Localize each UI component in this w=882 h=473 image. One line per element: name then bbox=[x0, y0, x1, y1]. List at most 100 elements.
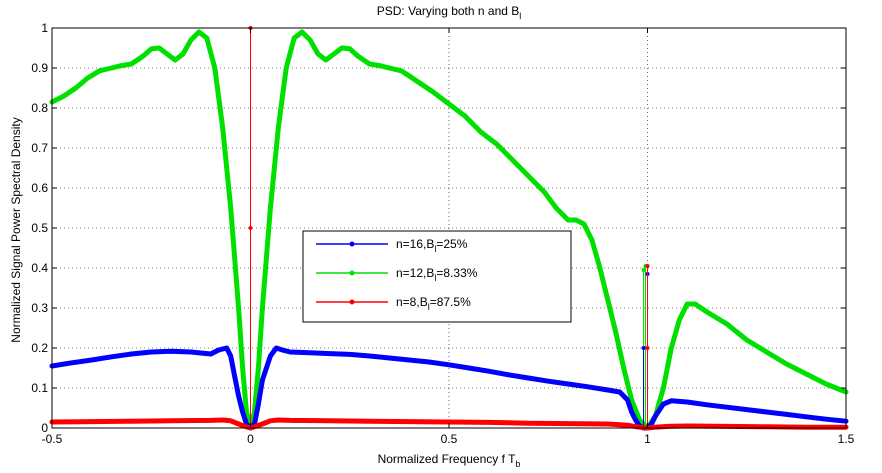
data-point bbox=[149, 47, 154, 51]
data-point bbox=[407, 419, 412, 424]
data-point bbox=[705, 403, 709, 407]
x-tick-label: 0 bbox=[247, 432, 254, 446]
data-point bbox=[276, 126, 281, 130]
data-point bbox=[181, 52, 185, 56]
legend-swatch-marker bbox=[349, 241, 355, 247]
data-point bbox=[745, 338, 749, 342]
data-point bbox=[268, 354, 273, 358]
data-point bbox=[725, 322, 729, 326]
y-tick-label: 0.4 bbox=[31, 261, 48, 275]
data-point bbox=[300, 30, 304, 34]
y-tick-label: 0.6 bbox=[31, 181, 48, 195]
data-point bbox=[165, 52, 169, 56]
data-point bbox=[260, 378, 265, 382]
data-point bbox=[387, 66, 392, 70]
data-point bbox=[256, 366, 261, 370]
data-point bbox=[260, 306, 265, 310]
data-point bbox=[526, 421, 531, 426]
data-point bbox=[209, 418, 213, 423]
data-point bbox=[228, 419, 233, 423]
data-point bbox=[685, 400, 689, 404]
data-point bbox=[621, 366, 626, 370]
data-point bbox=[486, 369, 491, 374]
data-point bbox=[169, 349, 173, 354]
y-axis-label: Normalized Signal Power Spectral Density bbox=[9, 117, 23, 342]
data-point bbox=[506, 373, 511, 377]
data-point bbox=[669, 399, 674, 403]
data-point bbox=[189, 38, 193, 42]
legend-label: n=8,Bl=87.5% bbox=[396, 295, 471, 312]
legend-swatch-marker bbox=[349, 299, 355, 305]
data-point bbox=[129, 62, 134, 66]
y-axis-ticks: 0 0.1 0.2 0.3 0.4 0.5 0.6 0.7 0.8 0.9 1 bbox=[31, 21, 846, 435]
data-point bbox=[109, 66, 114, 70]
data-point bbox=[685, 302, 689, 306]
y-tick-label: 0 bbox=[41, 421, 48, 435]
data-point bbox=[284, 66, 289, 70]
plot-area bbox=[49, 26, 849, 431]
spectral-line-marker bbox=[641, 346, 646, 350]
data-point bbox=[228, 354, 233, 358]
data-point bbox=[685, 424, 689, 428]
data-point bbox=[340, 46, 344, 50]
data-point bbox=[784, 362, 789, 366]
data-point bbox=[590, 238, 594, 242]
data-point bbox=[268, 206, 273, 210]
data-point bbox=[486, 420, 491, 425]
data-point bbox=[70, 361, 74, 365]
legend-swatch-marker bbox=[349, 270, 355, 276]
x-axis-label: Normalized Frequency f Tb bbox=[378, 452, 521, 469]
data-point bbox=[633, 418, 638, 422]
data-point bbox=[224, 346, 229, 350]
data-point bbox=[367, 62, 372, 66]
series-2 bbox=[49, 26, 849, 431]
data-point bbox=[89, 358, 94, 362]
data-point bbox=[427, 360, 431, 364]
data-point bbox=[324, 58, 328, 62]
spectral-line-marker bbox=[645, 264, 650, 268]
data-point bbox=[419, 82, 424, 86]
data-point bbox=[240, 410, 245, 414]
data-point bbox=[467, 366, 471, 370]
data-point bbox=[97, 69, 102, 73]
y-tick-label: 1 bbox=[41, 21, 48, 35]
data-point bbox=[129, 419, 134, 424]
data-point bbox=[661, 386, 666, 390]
spectral-line-marker bbox=[248, 226, 253, 230]
legend-label: n=16,Bl=25% bbox=[396, 237, 468, 254]
data-point bbox=[216, 348, 221, 352]
data-point bbox=[586, 385, 590, 389]
data-point bbox=[141, 54, 146, 58]
data-point bbox=[308, 38, 312, 42]
data-point bbox=[308, 351, 312, 355]
data-point bbox=[244, 410, 249, 414]
y-tick-label: 0.5 bbox=[31, 221, 48, 235]
y-tick-label: 0.1 bbox=[31, 381, 48, 395]
data-point bbox=[197, 30, 201, 34]
data-point bbox=[129, 352, 134, 356]
data-point bbox=[276, 418, 281, 422]
x-axis-ticks: -0.5 0 0.5 1 1.5 bbox=[42, 28, 855, 446]
data-point bbox=[625, 398, 630, 402]
x-tick-label: -0.5 bbox=[42, 432, 63, 446]
data-point bbox=[705, 310, 709, 314]
data-point bbox=[629, 398, 634, 402]
data-point bbox=[328, 419, 332, 423]
data-point bbox=[629, 410, 634, 414]
data-point bbox=[804, 415, 809, 419]
data-point bbox=[625, 423, 630, 428]
data-point bbox=[606, 298, 610, 302]
data-point bbox=[725, 405, 729, 410]
data-point bbox=[348, 352, 352, 357]
legend-entry-1: n=12,Bl=8.33% bbox=[316, 266, 478, 283]
data-point bbox=[117, 64, 122, 68]
data-point bbox=[288, 418, 293, 423]
data-point bbox=[399, 69, 404, 73]
data-point bbox=[85, 76, 90, 80]
data-point bbox=[447, 420, 451, 424]
data-point bbox=[582, 222, 586, 226]
data-point bbox=[189, 350, 193, 354]
data-point bbox=[566, 382, 570, 386]
data-point bbox=[669, 346, 674, 350]
data-point bbox=[649, 422, 654, 426]
